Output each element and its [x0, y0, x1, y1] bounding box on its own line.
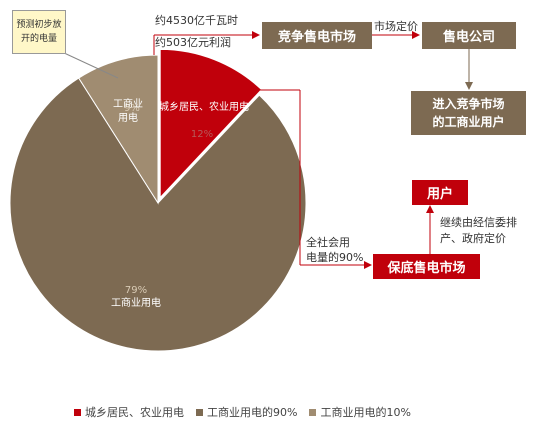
arrow-head-down — [465, 82, 473, 90]
callout-line-1: 预测初步放 — [16, 20, 62, 30]
legend-label-commercial-10: 工商业用电的10% — [320, 406, 411, 419]
competitive-users-line-2: 的工商业用户 — [432, 115, 505, 129]
legend-label-residential: 城乡居民、农业用电 — [85, 406, 184, 419]
legend-item-commercial-90: 工商业用电的90% — [196, 404, 297, 420]
slice-category-label-commercial-small-2: 用电 — [118, 111, 138, 124]
annotation-market-pricing: 市场定价 — [374, 20, 418, 33]
competitive-users-line-1: 进入竞争市场 — [432, 97, 505, 111]
competitive-users-box: 进入竞争市场 的工商业用户 — [411, 91, 526, 135]
callout-line-2: 开的电量 — [20, 34, 57, 44]
competitive-market-box: 竞争售电市场 — [262, 22, 372, 49]
pie-value-label-residential: 12% — [191, 129, 213, 140]
retail-company-box: 售电公司 — [422, 22, 516, 49]
user-box: 用户 — [412, 180, 468, 205]
legend-swatch-commercial-10 — [309, 408, 317, 416]
slice-category-label-commercial-large: 工商业用电 — [111, 296, 161, 309]
annotation-share-1: 全社会用 — [306, 236, 350, 249]
callout-pointer — [61, 51, 119, 79]
pie-slice-residential — [159, 48, 263, 199]
legend-label-commercial-90: 工商业用电的90% — [207, 406, 298, 419]
legend-swatch-residential — [74, 408, 81, 416]
annotation-profit: 约503亿元利润 — [155, 36, 231, 49]
slice-category-label-residential-1: 城乡居民、农业用电 — [159, 100, 249, 113]
arrow-head-user — [426, 205, 434, 213]
guaranteed-market-box: 保底售电市场 — [373, 254, 480, 279]
callout-note: 预测初步放 开的电量 — [12, 10, 66, 54]
annotation-continue-2: 产、政府定价 — [440, 232, 506, 245]
annotation-continue-1: 继续由经信委排 — [440, 216, 517, 229]
arrow-head-retail — [412, 31, 420, 39]
pie-slice-commercial-small — [78, 54, 159, 205]
legend-swatch-commercial-90 — [196, 408, 203, 416]
legend: 城乡居民、农业用电 工商业用电的90% 工商业用电的10% — [74, 404, 494, 420]
pie-value-label-commercial-small: 9% — [124, 103, 140, 114]
pie-value-label-commercial-large: 79% — [125, 285, 147, 296]
legend-item-residential: 城乡居民、农业用电 — [74, 404, 184, 420]
arrow-head-guaranteed — [364, 261, 372, 269]
pie-slice-commercial-large — [9, 77, 307, 352]
legend-item-commercial-10: 工商业用电的10% — [309, 404, 411, 420]
slice-category-label-commercial-small-1: 工商业 — [113, 97, 143, 110]
annotation-share-2: 电量的90% — [306, 251, 364, 264]
annotation-volume: 约4530亿千瓦时 — [155, 14, 238, 27]
arrow-head-competitive — [252, 31, 260, 39]
